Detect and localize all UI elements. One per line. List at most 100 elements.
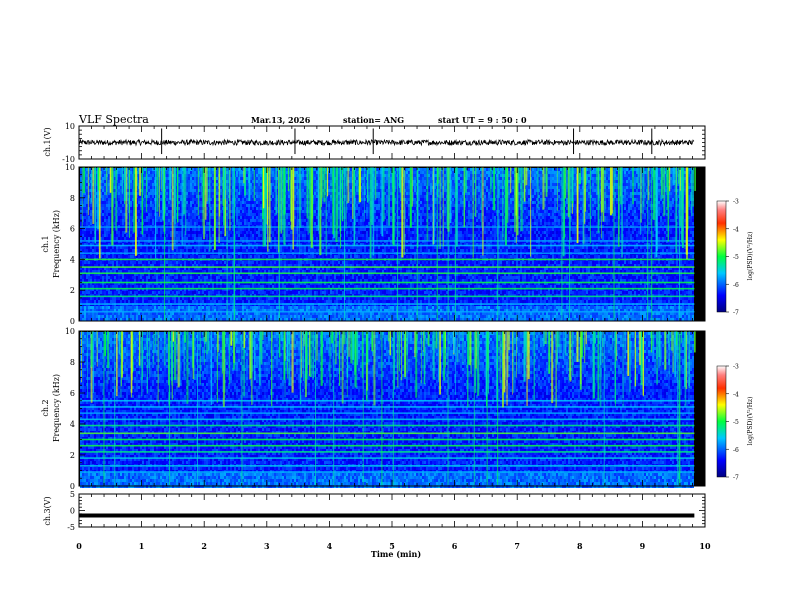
spectrogram-cell xyxy=(180,315,182,318)
spectrogram-cell xyxy=(80,174,82,177)
spectrogram-cell xyxy=(152,279,154,282)
spectrogram-cell xyxy=(186,201,188,204)
spectrogram-cell xyxy=(256,231,258,234)
spectrogram-cell xyxy=(220,243,222,246)
spectrogram-cell xyxy=(150,279,152,282)
spectrogram-cell xyxy=(238,270,240,273)
spectrogram-cell xyxy=(104,201,106,204)
spectrogram-cell xyxy=(82,219,84,222)
spectrogram-cell xyxy=(238,291,240,294)
spectrogram-cell xyxy=(244,267,246,270)
spectrogram-cell xyxy=(246,216,248,219)
spectrogram-cell xyxy=(108,189,110,192)
spectrogram-cell xyxy=(86,318,88,321)
spectrogram-cell xyxy=(170,288,172,291)
spectrogram-cell xyxy=(132,213,134,216)
spectrogram-cell xyxy=(240,204,242,207)
spectrogram-cell xyxy=(202,255,204,258)
spectrogram-cell xyxy=(172,291,174,294)
spectrogram-cell xyxy=(100,279,102,282)
spectrogram-cell xyxy=(136,237,138,240)
spectrogram-cell xyxy=(126,285,128,288)
spectrogram-cell xyxy=(104,291,106,294)
spectrogram-cell xyxy=(252,279,254,282)
spectrogram-cell xyxy=(252,300,254,303)
spectrogram-cell xyxy=(156,300,158,303)
spectrogram-cell xyxy=(262,273,264,276)
spectrogram-cell xyxy=(156,315,158,318)
spectrogram-cell xyxy=(266,291,268,294)
spectrogram-cell xyxy=(110,285,112,288)
spectrogram-cell xyxy=(170,309,172,312)
spectrogram-cell xyxy=(92,297,94,300)
spectrogram-cell xyxy=(150,291,152,294)
spectrogram-cell xyxy=(228,204,230,207)
spectrogram-cell xyxy=(90,306,92,309)
spectrogram-cell xyxy=(262,306,264,309)
spectrogram-cell xyxy=(210,234,212,237)
spectrogram-cell xyxy=(216,315,218,318)
spectrogram-cell xyxy=(192,192,194,195)
spectrogram-cell xyxy=(236,300,238,303)
spectrogram-cell xyxy=(188,273,190,276)
spectrogram-cell xyxy=(258,318,260,321)
spectrogram-cell xyxy=(126,309,128,312)
spectrogram-cell xyxy=(260,180,262,183)
spectrogram-cell xyxy=(80,267,82,270)
spectrogram-cell xyxy=(144,216,146,219)
spectrogram-cell xyxy=(110,198,112,201)
spectrogram-cell xyxy=(244,204,246,207)
spectrogram-cell xyxy=(198,186,200,189)
spectrogram-cell xyxy=(190,198,192,201)
spectrogram-cell xyxy=(200,255,202,258)
spectrogram-cell xyxy=(98,309,100,312)
spectrogram-cell xyxy=(80,282,82,285)
spectrogram-cell xyxy=(104,195,106,198)
spectrogram-cell xyxy=(196,276,198,279)
spectrogram-cell xyxy=(244,222,246,225)
spectrogram-cell xyxy=(162,270,164,273)
spectrogram-cell xyxy=(114,234,116,237)
spectrogram-cell xyxy=(98,297,100,300)
spectrogram-cell xyxy=(94,294,96,297)
spectrogram-cell xyxy=(240,168,242,171)
spectrogram-cell xyxy=(154,255,156,258)
spectrogram-cell xyxy=(80,261,82,264)
spectrogram-cell xyxy=(176,222,178,225)
spectrogram-cell xyxy=(188,201,190,204)
spectrogram-cell xyxy=(106,270,108,273)
spectrogram-cell xyxy=(250,177,252,180)
spectrogram-cell xyxy=(146,228,148,231)
spectrogram-cell xyxy=(80,270,82,273)
spectrogram-cell xyxy=(204,174,206,177)
spectrogram-cell xyxy=(254,294,256,297)
spectrogram-cell xyxy=(116,273,118,276)
spectrogram-cell xyxy=(110,282,112,285)
spectrogram-cell xyxy=(134,291,136,294)
spectrogram-cell xyxy=(110,312,112,315)
spectrogram-cell xyxy=(242,264,244,267)
spectrogram-cell xyxy=(118,288,120,291)
spectrogram-cell xyxy=(202,237,204,240)
spectrogram-cell xyxy=(224,249,226,252)
spectrogram-cell xyxy=(200,231,202,234)
spectrogram-cell xyxy=(186,309,188,312)
spectrogram-cell xyxy=(130,243,132,246)
spectrogram-cell xyxy=(210,189,212,192)
spectrogram-cell xyxy=(266,306,268,309)
spectrogram-cell xyxy=(196,216,198,219)
spectrogram-cell xyxy=(180,219,182,222)
spectrogram-cell xyxy=(184,309,186,312)
spectrogram-cell xyxy=(262,294,264,297)
spectrogram-cell xyxy=(84,285,86,288)
spectrogram-cell xyxy=(174,246,176,249)
spectrogram-cell xyxy=(144,207,146,210)
spectrogram-cell xyxy=(94,243,96,246)
spectrogram-cell xyxy=(250,312,252,315)
spectrogram-cell xyxy=(154,234,156,237)
spectrogram-cell xyxy=(132,306,134,309)
spectrogram-cell xyxy=(108,297,110,300)
spectrogram-cell xyxy=(248,294,250,297)
spectrogram-cell xyxy=(162,288,164,291)
spectrogram-cell xyxy=(216,186,218,189)
